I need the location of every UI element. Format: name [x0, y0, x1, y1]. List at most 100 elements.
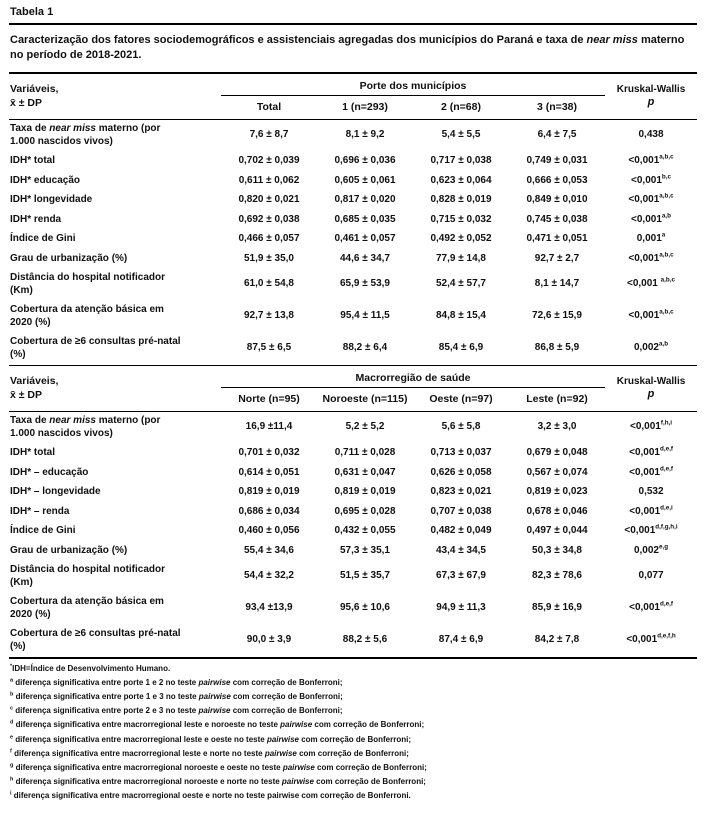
table-row: Índice de Gini 0,460 ± 0,056 0,432 ± 0,055…	[9, 522, 697, 542]
variable-label-cell: Grau de urbanização (%)	[9, 541, 221, 561]
value-cell: 55,4 ± 34,6	[244, 544, 294, 556]
variables-header: Variáveis, x̄ ± DP	[9, 72, 221, 120]
table-row: IDH* renda 0,692 ± 0,038 0,685 ± 0,035 0,71…	[9, 210, 697, 230]
variable-label: IDH* longevidade	[10, 194, 93, 206]
table-row: Distância do hospital notificador (Km) 61…	[9, 269, 697, 301]
value-cell: 0,745 ± 0,038	[526, 213, 588, 225]
value-cell: 92,7 ± 13,8	[244, 310, 294, 322]
p-value-cell: 0,532	[638, 486, 664, 498]
footnote: a diferença significativa entre porte 1 …	[10, 677, 697, 687]
variable-label-cell: IDH* longevidade	[9, 191, 221, 211]
group-header-porte: Porte dos municípios	[221, 72, 606, 96]
footnote-marker: i	[10, 790, 12, 797]
value-cell: 50,3 ± 34,8	[532, 544, 582, 556]
variable-label: Grau de urbanização (%)	[10, 544, 128, 556]
variable-label-cell: IDH* total	[9, 152, 221, 172]
column-header-norte: Norte (n=95)	[221, 387, 317, 412]
footnote-text: diferença significativa entre macrorregi…	[15, 734, 411, 744]
footnote-marker: g	[10, 762, 14, 769]
value-cell: 0,567 ± 0,074	[526, 466, 588, 478]
variable-label: IDH* – longevidade	[10, 486, 101, 498]
value-cell: 0,626 ± 0,058	[430, 466, 492, 478]
p-value-cell: 0,002a,b	[633, 341, 669, 354]
footnote: b diferença significativa entre porte 1 …	[10, 692, 697, 701]
value-cell: 86,8 ± 5,9	[534, 342, 580, 354]
value-cell: 7,6 ± 8,7	[249, 129, 289, 141]
value-cell: 77,9 ± 14,8	[436, 252, 486, 264]
column-header-porte2: 2 (n=68)	[413, 95, 509, 120]
variable-label: IDH* total	[10, 155, 55, 167]
variables-header-line2: x̄ ± DP	[10, 389, 43, 402]
p-value-cell: <0,001d,e,f,h	[626, 633, 676, 646]
value-cell: 0,623 ± 0,064	[430, 174, 492, 186]
table-row: IDH* – renda 0,686 ± 0,034 0,695 ± 0,028 0,…	[9, 502, 697, 522]
value-cell: 0,695 ± 0,028	[334, 505, 396, 517]
table-row: IDH* – longevidade 0,819 ± 0,019 0,819 ± 0…	[9, 483, 697, 503]
variable-label-cell: Taxa de near miss materno (por 1.000 nas…	[9, 411, 221, 444]
divider	[9, 23, 697, 25]
footnote: h diferença significativa entre macrorre…	[10, 777, 697, 786]
variable-label-cell: Índice de Gini	[9, 522, 221, 542]
variables-header-line1: Variáveis,	[10, 83, 59, 96]
p-value-cell: 0,438	[638, 129, 664, 141]
variable-label: Cobertura da atenção básica em 2020 (%)	[10, 304, 164, 328]
footnote-text: diferença significativa entre porte 2 e …	[15, 706, 343, 716]
footnote: c diferença significativa entre porte 2 …	[10, 706, 697, 715]
kruskal-wallis-header: Kruskal-Wallis p	[605, 365, 698, 412]
p-value-cell: <0,001d,e,f	[629, 601, 673, 614]
variable-label-cell: IDH* renda	[9, 210, 221, 230]
variable-label-cell: Cobertura da atenção básica em 2020 (%)	[9, 301, 221, 333]
column-header-row: Total 1 (n=293) 2 (n=68) 3 (n=38)	[9, 95, 697, 120]
value-cell: 5,2 ± 5,2	[345, 421, 385, 433]
footnote: e diferença significativa entre macrorre…	[10, 734, 697, 744]
p-symbol: p	[647, 387, 655, 400]
table-row: IDH* – educação 0,614 ± 0,051 0,631 ± 0,04…	[9, 463, 697, 483]
value-cell: 0,611 ± 0,062	[238, 174, 300, 186]
table-row: Cobertura da atenção básica em 2020 (%) 9…	[9, 301, 697, 333]
table-row: IDH* total 0,701 ± 0,032 0,711 ± 0,028 0,71…	[9, 444, 697, 464]
p-value-cell: <0,001a,b,c	[628, 309, 674, 322]
footnote-text: diferença significativa entre porte 1 e …	[15, 692, 343, 702]
value-cell: 0,460 ± 0,056	[238, 525, 300, 537]
value-cell: 61,0 ± 54,8	[244, 278, 294, 290]
table-row: Grau de urbanização (%) 51,9 ± 35,0 44,6 ±…	[9, 249, 697, 269]
column-header-total: Total	[221, 95, 317, 120]
p-value-cell: <0,001a,b	[631, 212, 671, 225]
value-cell: 0,466 ± 0,057	[238, 233, 300, 245]
table-row: Cobertura de ≥6 consultas pré-natal (%) 8…	[9, 333, 697, 365]
variable-label-cell: Grau de urbanização (%)	[9, 249, 221, 269]
value-cell: 85,4 ± 6,9	[438, 342, 484, 354]
variable-label: IDH* – renda	[10, 505, 70, 517]
variable-label-cell: IDH* total	[9, 444, 221, 464]
p-value-cell: 0,001a	[636, 231, 666, 245]
value-cell: 16,9 ±11,4	[245, 421, 293, 433]
footnote-marker: b	[10, 691, 14, 698]
column-header-row: Norte (n=95) Noroeste (n=115) Oeste (n=9…	[9, 387, 697, 412]
value-cell: 82,3 ± 78,6	[532, 570, 582, 582]
value-cell: 0,471 ± 0,051	[526, 233, 588, 245]
porte-table: Variáveis, x̄ ± DP Porte dos municípios …	[9, 71, 698, 365]
table-row: Cobertura de ≥6 consultas pré-natal (%) 9…	[9, 625, 697, 658]
variable-label-cell: Índice de Gini	[9, 230, 221, 250]
table-row: IDH* total 0,702 ± 0,039 0,696 ± 0,036 0,71…	[9, 152, 697, 172]
p-value-cell: <0,001f,h,i	[629, 420, 673, 433]
footnote-text: diferença significativa entre macrorregi…	[15, 777, 426, 787]
value-cell: 5,6 ± 5,8	[441, 421, 481, 433]
variable-label: Distância do hospital notificador (Km)	[10, 272, 166, 296]
footnote: f diferença significativa entre macrorre…	[10, 748, 697, 758]
variable-label-cell: Distância do hospital notificador (Km)	[9, 269, 221, 301]
document-page: Tabela 1 Caracterização dos fatores soci…	[9, 6, 698, 801]
p-value-cell: <0,001b,c	[631, 173, 671, 186]
value-cell: 87,4 ± 6,9	[438, 634, 484, 646]
kruskal-wallis-label: Kruskal-Wallis	[616, 83, 686, 95]
column-header-oeste: Oeste (n=97)	[413, 387, 509, 412]
value-cell: 0,817 ± 0,020	[334, 194, 396, 206]
value-cell: 43,4 ± 34,5	[436, 544, 486, 556]
value-cell: 0,820 ± 0,021	[238, 194, 300, 206]
p-value-cell: 0,077	[638, 570, 664, 582]
variable-label-cell: IDH* educação	[9, 171, 221, 191]
value-cell: 0,497 ± 0,044	[526, 525, 588, 537]
value-cell: 52,4 ± 57,7	[436, 278, 486, 290]
footnotes: *IDH=Índice de Desenvolvimento Humano. a…	[9, 663, 697, 801]
value-cell: 51,9 ± 35,0	[244, 252, 294, 264]
